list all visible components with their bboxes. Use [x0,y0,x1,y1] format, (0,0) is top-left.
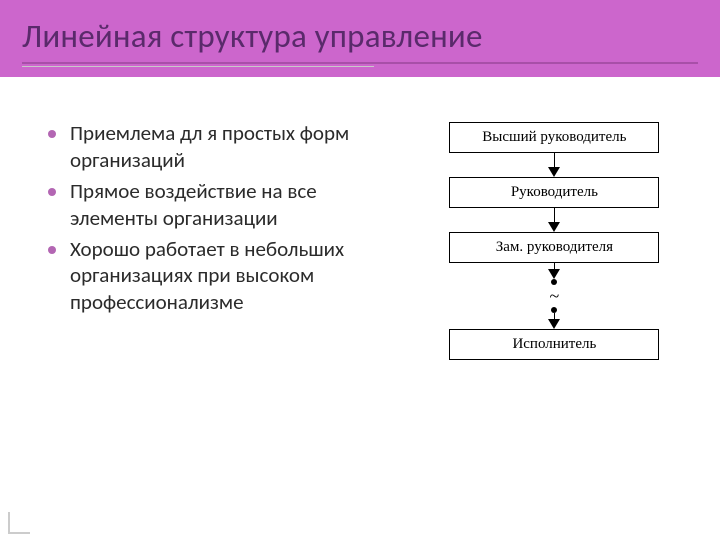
flowchart-node: Исполнитель [449,329,659,360]
slide-title: Линейная структура управление [22,16,698,56]
flowchart-arrow-icon [548,263,560,279]
flowchart-arrow-icon [548,208,560,232]
flowchart: Высший руководитель Руководитель Зам. руко… [389,120,720,540]
flowchart-arrow-icon [548,313,560,329]
flowchart-node: Высший руководитель [449,122,659,153]
bullet-item: Приемлема дл я простых форм организаций [48,120,377,174]
content-area: Приемлема дл я простых форм организацийП… [0,120,720,540]
title-underline-main [22,62,698,64]
bullet-item: Прямое воздействие на все элементы орган… [48,178,377,232]
bullet-list: Приемлема дл я простых форм организацийП… [0,120,389,540]
bullet-item: Хорошо работает в небольших организациях… [48,236,377,317]
title-underline-sub [22,66,374,67]
slide: Линейная структура управление Приемлема … [0,0,720,540]
ellipsis-tilde: ~ [550,287,560,305]
corner-decoration-icon [8,512,30,534]
flowchart-node: Зам. руководителя [449,232,659,263]
flowchart-arrow-icon [548,153,560,177]
flowchart-ellipsis: ~ [550,279,560,313]
flowchart-node: Руководитель [449,177,659,208]
title-bar: Линейная структура управление [0,0,720,77]
